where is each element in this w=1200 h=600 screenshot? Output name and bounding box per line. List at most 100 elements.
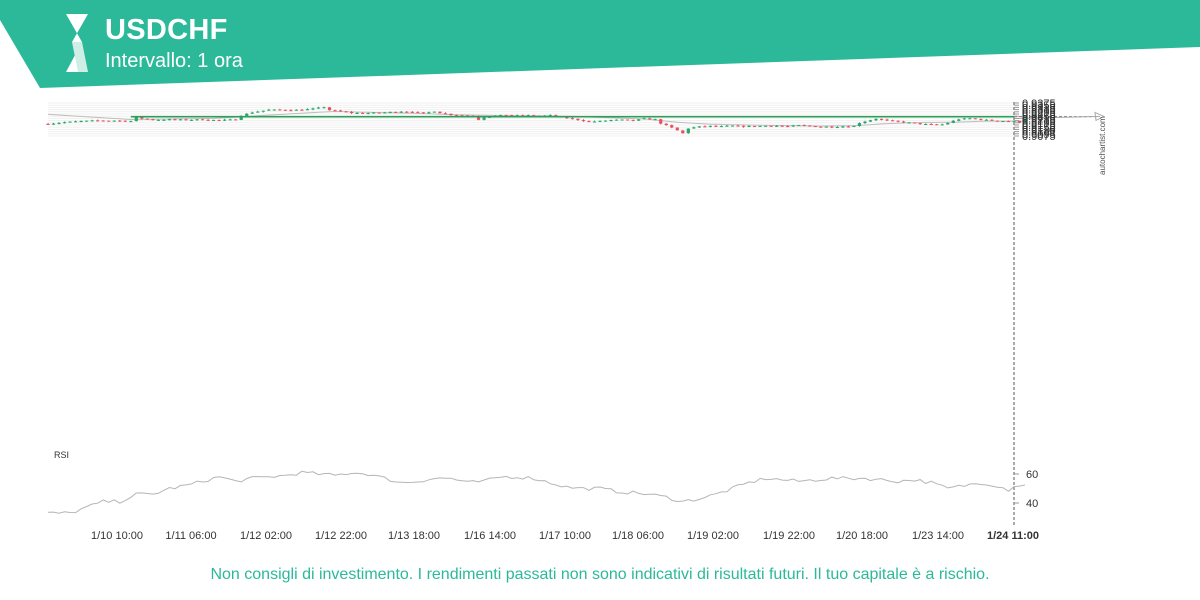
header-background <box>0 0 1200 88</box>
candle <box>305 108 310 111</box>
candle <box>200 118 205 121</box>
time-tick-label: 1/18 06:00 <box>612 530 664 542</box>
candle <box>394 111 398 113</box>
candle <box>372 112 376 114</box>
candle <box>294 109 298 111</box>
candle <box>399 111 403 113</box>
price-tick-label: 0.9335 <box>1022 102 1056 114</box>
candle <box>327 107 332 111</box>
candle <box>874 118 878 122</box>
price-tick-label: 0.9195 <box>1022 118 1056 130</box>
disclaimer: Non consigli di investimento. I rendimen… <box>210 566 990 583</box>
candle <box>178 118 183 121</box>
candle <box>1023 118 1027 124</box>
candle <box>824 126 828 128</box>
candle <box>725 124 729 127</box>
candle <box>990 119 994 121</box>
candle <box>659 118 663 125</box>
time-tick-label: 1/13 18:00 <box>388 530 440 542</box>
candle <box>443 112 448 115</box>
candle <box>283 109 287 111</box>
candle <box>383 111 387 114</box>
candle <box>482 117 486 121</box>
candle <box>570 117 574 120</box>
price-tick-label: 0.9215 <box>1022 116 1056 128</box>
price-tick-label: 0.9255 <box>1022 111 1056 123</box>
candle <box>504 114 508 116</box>
candle <box>134 117 138 122</box>
candle <box>118 119 122 122</box>
price-tick-label: 0.9375 <box>1022 98 1056 110</box>
candle <box>697 126 701 129</box>
candle <box>272 109 276 111</box>
candle <box>692 126 696 129</box>
candle <box>642 117 646 120</box>
candle <box>62 121 67 124</box>
price-tick-label: 0.9175 <box>1022 120 1056 132</box>
candle <box>957 118 961 122</box>
candle <box>300 108 304 111</box>
rsi-tick-label: 40 <box>1026 498 1038 510</box>
moving-average-layer <box>47 110 1025 127</box>
brand-logo-icon <box>66 14 88 72</box>
candle <box>631 119 635 122</box>
candle <box>747 124 751 128</box>
candle <box>151 118 155 121</box>
candle <box>868 119 873 122</box>
time-tick-label: 1/12 02:00 <box>240 530 292 542</box>
candle <box>752 125 757 127</box>
candle <box>576 118 580 121</box>
candle <box>189 119 194 121</box>
candle <box>648 117 652 120</box>
candle <box>267 108 271 111</box>
candle <box>101 120 105 122</box>
time-tick-label: 1/11 06:00 <box>165 530 216 542</box>
candle <box>675 127 679 131</box>
candle <box>703 125 707 128</box>
candle <box>979 118 983 121</box>
candle <box>879 118 884 121</box>
candle <box>581 119 586 122</box>
candle <box>940 123 944 126</box>
candle <box>261 110 265 113</box>
time-tick-label: 1/16 14:00 <box>464 530 516 542</box>
price-tick-label: 0.9075 <box>1022 131 1056 143</box>
candle <box>614 119 619 121</box>
price-tick-label: 0.9275 <box>1022 109 1056 121</box>
candle <box>775 124 779 127</box>
candle <box>311 107 315 111</box>
candle <box>228 118 232 121</box>
candle <box>896 120 900 123</box>
candle <box>603 120 608 122</box>
time-tick-label: 1/20 18:00 <box>836 530 888 542</box>
candle <box>857 122 862 127</box>
candle <box>791 124 795 127</box>
candle <box>863 120 867 124</box>
candle <box>410 111 414 113</box>
time-tick-label: 1/19 02:00 <box>687 530 739 542</box>
current-time-label: 1/24 11:00 <box>987 530 1039 542</box>
candle <box>85 120 89 122</box>
candle <box>681 130 685 134</box>
candle <box>405 111 409 113</box>
candle <box>885 118 889 122</box>
candle <box>962 117 966 120</box>
candle <box>835 126 839 129</box>
price-tick-label: 0.9355 <box>1022 100 1056 112</box>
price-axis: 0.93750.93550.93350.93150.92950.92750.92… <box>1014 98 1056 143</box>
candle <box>929 123 933 126</box>
candle <box>350 111 354 115</box>
candle <box>609 119 613 122</box>
time-tick-label: 1/10 10:00 <box>91 530 143 542</box>
candle <box>973 118 977 120</box>
candle <box>438 111 442 114</box>
price-tick-label: 0.9315 <box>1022 105 1056 117</box>
candle <box>250 111 254 114</box>
candle <box>195 119 199 121</box>
candle <box>432 111 436 113</box>
candle <box>377 112 381 114</box>
candle <box>129 120 133 123</box>
candle <box>57 122 61 125</box>
candle <box>388 111 392 114</box>
